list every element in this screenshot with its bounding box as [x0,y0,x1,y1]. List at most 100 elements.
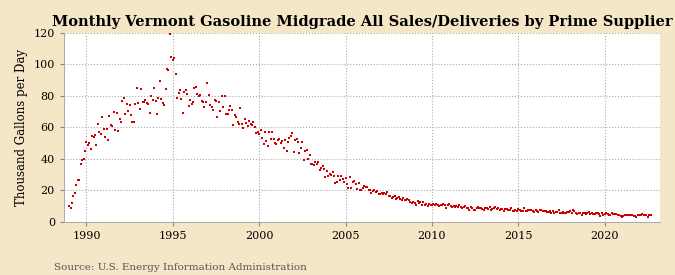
Point [88,135,99,139]
Point [218,105,229,110]
Y-axis label: Thousand Gallons per Day: Thousand Gallons per Day [15,49,28,206]
Point [244,119,254,123]
Point [311,162,322,167]
Point [464,208,475,212]
Point [454,203,464,208]
Point [356,188,367,192]
Point [306,161,317,166]
Point [576,212,587,217]
Point [568,208,578,213]
Point [155,79,165,83]
Point [240,117,250,121]
Point [399,197,410,202]
Point [605,213,616,218]
Point [263,144,273,148]
Point [159,103,169,107]
Point [343,185,354,190]
Point [186,102,197,106]
Point [550,210,561,214]
Point [412,199,423,204]
Point [251,131,262,136]
Point [437,202,448,207]
Point [591,211,601,216]
Point [527,209,538,213]
Point [313,160,323,164]
Point [99,127,109,131]
Point [578,211,589,215]
Point [509,209,520,213]
Point [175,88,186,92]
Point [104,114,115,119]
Point [628,214,639,218]
Point [362,185,373,189]
Point [349,179,360,184]
Point [193,94,204,98]
Point [448,204,459,208]
Point [513,207,524,211]
Point [70,191,80,195]
Point [153,95,164,100]
Point [166,55,177,59]
Point [484,205,495,210]
Point [330,181,341,185]
Point [540,209,551,213]
Point [480,205,491,210]
Point [91,142,102,147]
Point [199,105,210,109]
Point [624,213,634,218]
Point [336,174,347,178]
Point [65,206,76,210]
Point [256,136,267,141]
Point [255,128,266,132]
Point [171,96,182,100]
Point [326,172,337,177]
Point [273,138,284,142]
Point [415,200,426,205]
Point [140,98,151,103]
Point [182,92,192,97]
Point [592,211,603,215]
Point [315,168,325,172]
Point [535,208,545,212]
Point [130,101,141,106]
Point [539,209,549,213]
Point [146,94,157,98]
Point [626,213,637,217]
Point [416,203,427,207]
Point [157,101,168,105]
Point [427,202,437,207]
Point [360,185,371,190]
Point [470,207,481,212]
Point [573,211,584,215]
Point [331,180,342,184]
Point [410,203,421,208]
Point [68,194,79,199]
Point [569,209,580,213]
Point [236,122,247,127]
Point [225,103,236,108]
Point [643,214,653,219]
Point [502,207,512,211]
Point [542,210,553,214]
Point [414,201,425,205]
Point [122,102,132,106]
Point [277,138,288,143]
Point [279,138,290,142]
Point [444,202,455,207]
Point [222,112,233,116]
Point [85,147,96,151]
Point [179,90,190,94]
Point [94,130,105,134]
Point [354,188,365,192]
Point [425,202,436,207]
Point [532,209,543,213]
Point [477,207,488,211]
Point [520,208,531,213]
Point [248,120,259,124]
Point [261,139,272,144]
Point [383,194,394,198]
Point [339,180,350,185]
Point [307,161,318,166]
Point [101,127,112,131]
Point [634,213,645,218]
